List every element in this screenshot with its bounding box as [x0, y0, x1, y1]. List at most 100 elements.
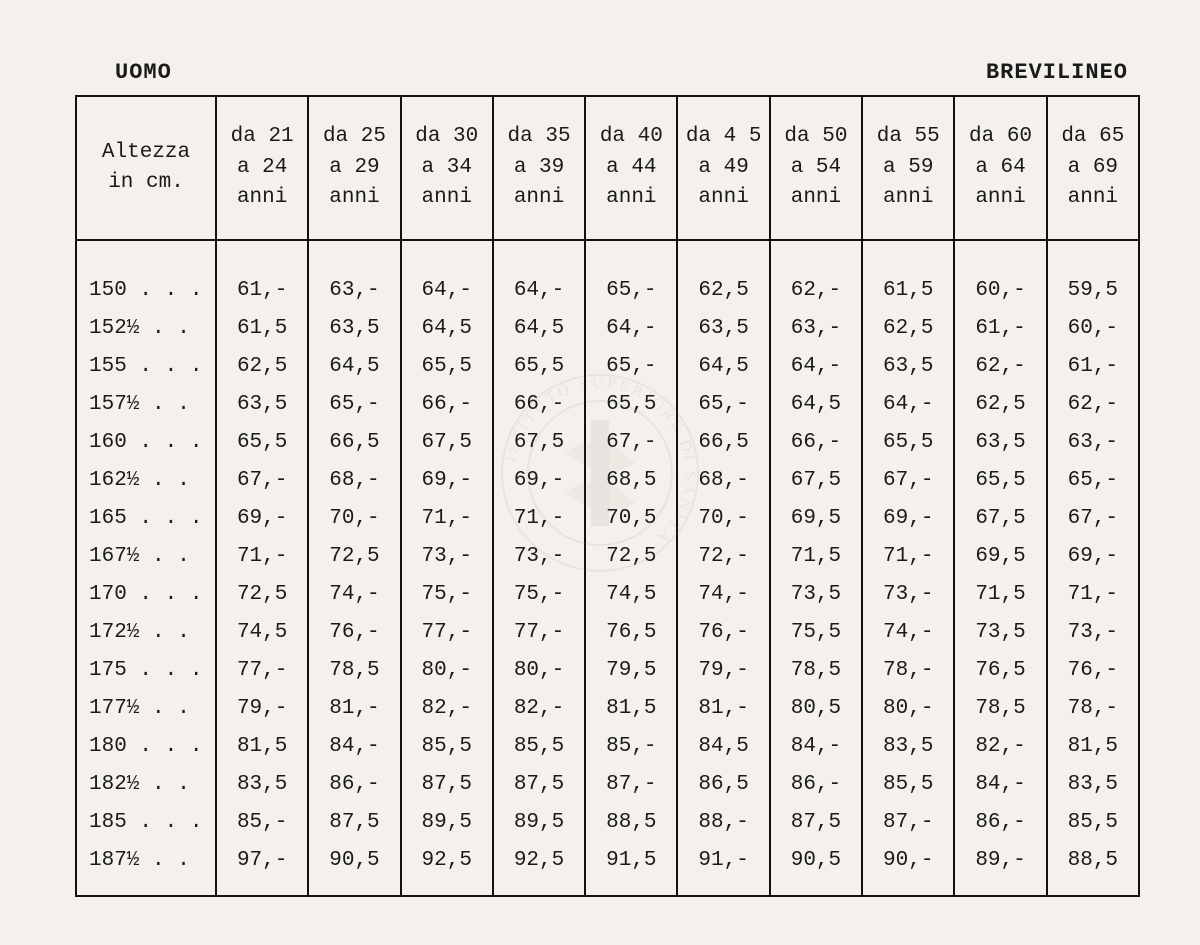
spacer-cell [1047, 240, 1139, 271]
data-cell: 70,- [677, 499, 769, 537]
row-header-title: Altezza in cm. [76, 96, 216, 240]
data-cell: 87,- [585, 765, 677, 803]
data-cell: 82,- [493, 689, 585, 727]
weight-table: Altezza in cm. da 21 a 24 anni da 25 a 2… [75, 95, 1140, 897]
data-cell: 65,- [585, 347, 677, 385]
data-cell: 81,5 [585, 689, 677, 727]
data-cell: 61,- [1047, 347, 1139, 385]
table-row: 182½ . .83,586,-87,587,587,-86,586,-85,5… [76, 765, 1139, 803]
data-cell: 64,5 [493, 309, 585, 347]
row-header-cell: 160 . . . [76, 423, 216, 461]
data-cell: 65,5 [216, 423, 308, 461]
table-row: 155 . . .62,564,565,565,565,-64,564,-63,… [76, 347, 1139, 385]
data-cell: 78,5 [770, 651, 862, 689]
data-cell: 86,- [308, 765, 400, 803]
spacer-cell [677, 240, 769, 271]
data-cell: 67,5 [493, 423, 585, 461]
data-cell: 65,5 [493, 347, 585, 385]
row-header-cell: 167½ . . [76, 537, 216, 575]
data-cell: 74,5 [585, 575, 677, 613]
spacer-cell [401, 240, 493, 271]
data-cell: 86,- [954, 803, 1046, 841]
data-cell: 66,- [493, 385, 585, 423]
table-row: 152½ . .61,563,564,564,564,-63,563,-62,5… [76, 309, 1139, 347]
data-cell: 73,5 [770, 575, 862, 613]
table-row: 177½ . .79,-81,-82,-82,-81,581,-80,580,-… [76, 689, 1139, 727]
data-cell: 62,- [954, 347, 1046, 385]
data-cell: 64,- [401, 271, 493, 309]
data-cell: 67,5 [954, 499, 1046, 537]
data-cell: 65,- [585, 271, 677, 309]
row-header-cell: 152½ . . [76, 309, 216, 347]
data-cell: 76,- [308, 613, 400, 651]
spacer-cell [1047, 879, 1139, 896]
data-cell: 73,- [862, 575, 954, 613]
data-cell: 88,5 [585, 803, 677, 841]
page: UOMO BREVILINEO Altezza in cm. da 21 a 2… [0, 0, 1200, 945]
data-cell: 67,5 [770, 461, 862, 499]
title-right: BREVILINEO [986, 60, 1128, 85]
data-cell: 73,5 [954, 613, 1046, 651]
spacer-cell [493, 240, 585, 271]
table-body: 150 . . .61,-63,-64,-64,-65,-62,562,-61,… [76, 240, 1139, 896]
data-cell: 91,- [677, 841, 769, 879]
data-cell: 75,- [401, 575, 493, 613]
table-row: 165 . . .69,-70,-71,-71,-70,570,-69,569,… [76, 499, 1139, 537]
data-cell: 62,5 [677, 271, 769, 309]
table-row: 185 . . .85,-87,589,589,588,588,-87,587,… [76, 803, 1139, 841]
spacer-cell [770, 240, 862, 271]
row-header-cell: 162½ . . [76, 461, 216, 499]
data-cell: 64,5 [770, 385, 862, 423]
data-cell: 91,5 [585, 841, 677, 879]
spacer-cell [308, 240, 400, 271]
data-cell: 70,- [308, 499, 400, 537]
col-header: da 25 a 29 anni [308, 96, 400, 240]
data-cell: 69,- [216, 499, 308, 537]
data-cell: 62,5 [862, 309, 954, 347]
data-cell: 64,5 [308, 347, 400, 385]
table-row: 170 . . .72,574,-75,-75,-74,574,-73,573,… [76, 575, 1139, 613]
data-cell: 64,- [493, 271, 585, 309]
data-cell: 83,5 [1047, 765, 1139, 803]
data-cell: 80,- [493, 651, 585, 689]
data-cell: 62,5 [216, 347, 308, 385]
data-cell: 67,- [1047, 499, 1139, 537]
data-cell: 64,5 [401, 309, 493, 347]
data-cell: 71,5 [954, 575, 1046, 613]
data-cell: 76,- [677, 613, 769, 651]
spacer-cell [770, 879, 862, 896]
data-cell: 84,- [954, 765, 1046, 803]
col-header: da 65 a 69 anni [1047, 96, 1139, 240]
data-cell: 64,5 [677, 347, 769, 385]
col-header: da 50 a 54 anni [770, 96, 862, 240]
data-cell: 75,- [493, 575, 585, 613]
data-cell: 63,5 [954, 423, 1046, 461]
spacer-cell [862, 240, 954, 271]
data-cell: 62,5 [954, 385, 1046, 423]
data-cell: 88,5 [1047, 841, 1139, 879]
data-cell: 64,- [770, 347, 862, 385]
data-cell: 70,5 [585, 499, 677, 537]
data-cell: 74,- [677, 575, 769, 613]
data-cell: 60,- [954, 271, 1046, 309]
col-header: da 4 5 a 49 anni [677, 96, 769, 240]
spacer-cell [954, 879, 1046, 896]
data-cell: 83,5 [862, 727, 954, 765]
data-cell: 78,- [862, 651, 954, 689]
data-cell: 62,- [1047, 385, 1139, 423]
data-cell: 97,- [216, 841, 308, 879]
data-cell: 71,- [401, 499, 493, 537]
data-cell: 89,5 [493, 803, 585, 841]
data-cell: 63,- [1047, 423, 1139, 461]
data-cell: 71,- [493, 499, 585, 537]
data-cell: 71,5 [770, 537, 862, 575]
row-header-cell: 157½ . . [76, 385, 216, 423]
table-row: 160 . . .65,566,567,567,567,-66,566,-65,… [76, 423, 1139, 461]
data-cell: 63,5 [308, 309, 400, 347]
row-header-cell: 165 . . . [76, 499, 216, 537]
data-cell: 68,5 [585, 461, 677, 499]
data-cell: 76,5 [585, 613, 677, 651]
data-cell: 73,- [1047, 613, 1139, 651]
row-header-cell: 180 . . . [76, 727, 216, 765]
data-cell: 63,5 [677, 309, 769, 347]
